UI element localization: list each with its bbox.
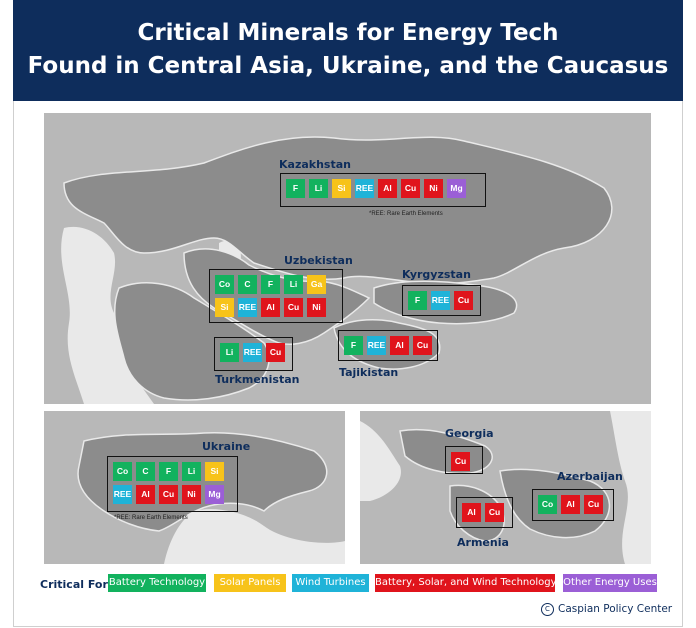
kyrgyzstan-mineral-cu: Cu — [454, 291, 473, 310]
ukraine-mineral-li: Li — [182, 462, 201, 481]
kazakhstan-mineral-mg: Mg — [447, 179, 466, 198]
kyrgyzstan-mineral-ree: REE — [431, 291, 450, 310]
kazakhstan-mineral-ree: REE — [355, 179, 374, 198]
ukraine-mineral-f: F — [159, 462, 178, 481]
ukraine-mineral-ree: REE — [113, 485, 132, 504]
credit-text: Caspian Policy Center — [558, 603, 673, 615]
uzbekistan-minerals-box: Co C F Li Ga Si REE Al Cu Ni — [209, 269, 343, 323]
uzbekistan-mineral-c: C — [238, 275, 257, 294]
ukraine-mineral-mg: Mg — [205, 485, 224, 504]
uzbekistan-mineral-ga: Ga — [307, 275, 326, 294]
uzbekistan-mineral-si: Si — [215, 298, 234, 317]
title-line-2: Found in Central Asia, Ukraine, and the … — [27, 53, 669, 79]
tajikistan-minerals-box: F REE Al Cu — [338, 330, 438, 361]
turkmenistan-minerals-box: Li REE Cu — [214, 337, 293, 371]
legend-battery: Battery Technology — [108, 574, 206, 592]
ukraine-mineral-cu: Cu — [159, 485, 178, 504]
armenia-minerals-box: Al Cu — [456, 497, 513, 528]
turkmenistan-mineral-ree: REE — [243, 343, 262, 362]
georgia-mineral-cu: Cu — [451, 452, 470, 471]
ukraine-mineral-al: Al — [136, 485, 155, 504]
uzbekistan-mineral-ree: REE — [238, 298, 257, 317]
ukraine-ree-note: *REE: Rare Earth Elements — [114, 515, 188, 521]
legend-solar: Solar Panels — [214, 574, 286, 592]
label-armenia: Armenia — [457, 536, 509, 549]
legend-wind: Wind Turbines — [292, 574, 369, 592]
uzbekistan-mineral-li: Li — [284, 275, 303, 294]
title-line-1: Critical Minerals for Energy Tech — [137, 20, 559, 46]
ukraine-minerals-box: Co C F Li Si REE Al Cu Ni Mg — [107, 456, 238, 512]
kyrgyzstan-minerals-box: F REE Cu — [402, 285, 481, 316]
kazakhstan-mineral-cu: Cu — [401, 179, 420, 198]
kyrgyzstan-mineral-f: F — [408, 291, 427, 310]
ukraine-mineral-ni: Ni — [182, 485, 201, 504]
ukraine-mineral-co: Co — [113, 462, 132, 481]
kazakhstan-mineral-si: Si — [332, 179, 351, 198]
azerbaijan-mineral-cu: Cu — [584, 495, 603, 514]
legend-other: Other Energy Uses — [563, 574, 657, 592]
uzbekistan-mineral-al: Al — [261, 298, 280, 317]
label-tajikistan: Tajikistan — [339, 366, 399, 379]
armenia-mineral-al: Al — [462, 503, 481, 522]
tajikistan-mineral-al: Al — [390, 336, 409, 355]
azerbaijan-mineral-co: Co — [538, 495, 557, 514]
legend-all: Battery, Solar, and Wind Technology — [375, 574, 557, 592]
georgia-minerals-box: Cu — [445, 446, 483, 474]
azerbaijan-minerals-box: Co Al Cu — [532, 489, 614, 521]
armenia-mineral-cu: Cu — [485, 503, 504, 522]
label-turkmenistan: Turkmenistan — [215, 373, 300, 386]
turkmenistan-mineral-cu: Cu — [266, 343, 285, 362]
label-kyrgyzstan: Kyrgyzstan — [402, 268, 471, 281]
turkmenistan-mineral-li: Li — [220, 343, 239, 362]
ukraine-mineral-si: Si — [205, 462, 224, 481]
label-kazakhstan: Kazakhstan — [279, 158, 351, 171]
kazakhstan-mineral-f: F — [286, 179, 305, 198]
uzbekistan-mineral-f: F — [261, 275, 280, 294]
kazakhstan-mineral-ni: Ni — [424, 179, 443, 198]
tajikistan-mineral-f: F — [344, 336, 363, 355]
kazakhstan-mineral-al: Al — [378, 179, 397, 198]
label-uzbekistan: Uzbekistan — [284, 254, 353, 267]
tajikistan-mineral-cu: Cu — [413, 336, 432, 355]
azerbaijan-mineral-al: Al — [561, 495, 580, 514]
uzbekistan-mineral-co: Co — [215, 275, 234, 294]
label-azerbaijan: Azerbaijan — [557, 470, 623, 483]
ukraine-mineral-c: C — [136, 462, 155, 481]
kazakhstan-minerals-box: F Li Si REE Al Cu Ni Mg — [280, 173, 486, 207]
uzbekistan-mineral-cu: Cu — [284, 298, 303, 317]
title-banner: Critical Minerals for Energy Tech Found … — [13, 0, 683, 101]
label-georgia: Georgia — [445, 427, 494, 440]
kazakhstan-ree-note: *REE: Rare Earth Elements — [369, 211, 443, 217]
uzbekistan-mineral-ni: Ni — [307, 298, 326, 317]
label-ukraine: Ukraine — [202, 440, 251, 453]
credit: C Caspian Policy Center — [541, 603, 672, 616]
legend-title: Critical For: — [40, 578, 113, 591]
tajikistan-mineral-ree: REE — [367, 336, 386, 355]
copyright-icon: C — [541, 603, 554, 616]
kazakhstan-mineral-li: Li — [309, 179, 328, 198]
